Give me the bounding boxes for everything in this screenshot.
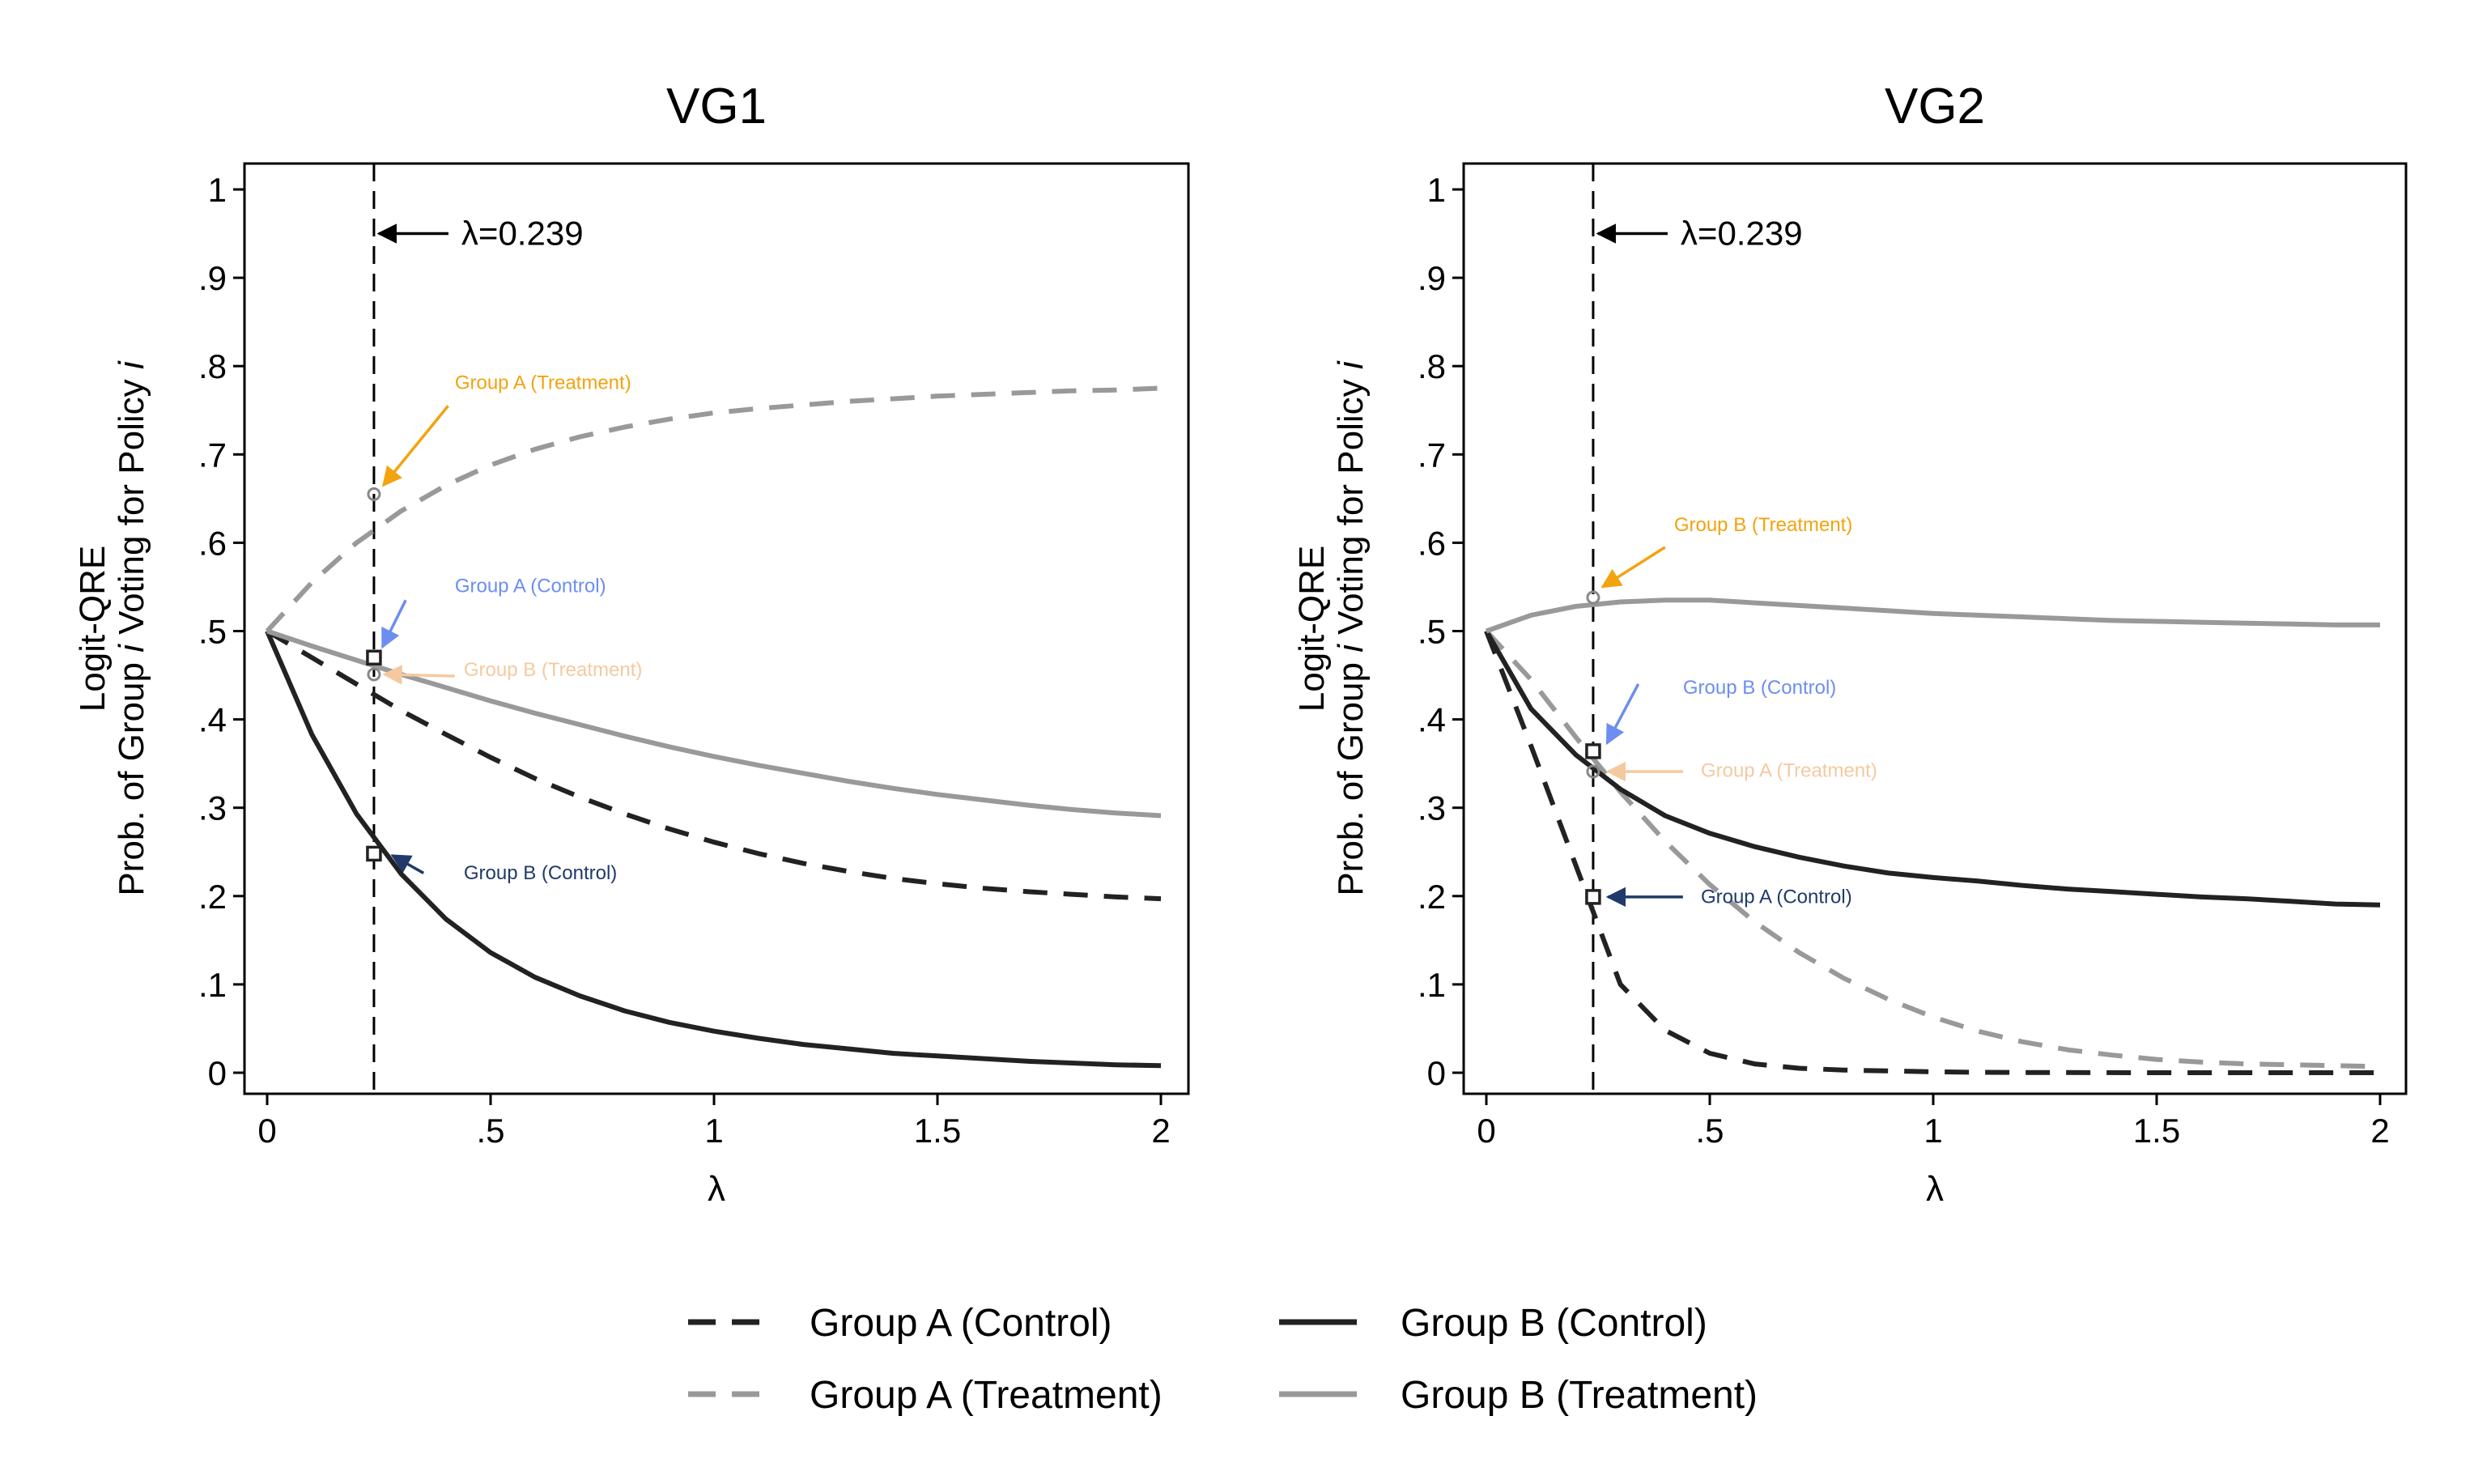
panel-vg1-ytick-label: .9 — [198, 259, 227, 297]
panel-vg1-y-axis-label-line1: Logit-QRE — [73, 546, 113, 712]
panel-vg1-series-group-b-control — [265, 630, 1162, 1069]
panel-vg2-ytick-label: 0 — [1427, 1054, 1446, 1092]
panel-vg2-annotation-group-b-treatment: Group B (Treatment) — [1674, 514, 1853, 536]
panel-vg1-annotation-group-a-control: Group A (Control) — [455, 575, 606, 597]
panel-vg2: VG2 0 .1 .2 .3 .4 .5 .6 .7 .8 .9 1 0 .5 1 1.5 2 λ Logit-QR… — [1292, 79, 2408, 1209]
panel-vg1-y-axis-label-part: i — [112, 644, 151, 653]
panel-vg1-marker-group-a-treatment — [367, 487, 381, 501]
panel-vg2-series-group-b-control — [1484, 630, 2381, 908]
panel-vg2-xtick-label: 1.5 — [2133, 1112, 2180, 1150]
legend-label-group-b-treatment: Group B (Treatment) — [1401, 1374, 1758, 1417]
legend: Group A (Control) Group B (Control) Group … — [688, 1302, 1758, 1417]
panel-vg2-lambda-label: λ=0.239 — [1681, 215, 1803, 253]
panel-vg1-annotation-arrow-group-a-control — [380, 599, 407, 649]
panel-vg2-y-axis-label-part: i — [1331, 360, 1371, 369]
panel-vg2-ytick-label: .2 — [1418, 878, 1446, 916]
panel-vg2-series-group-a-control — [1484, 630, 2380, 1075]
panel-vg2-y-axis-label-line2: Prob. of Group i Voting for Policy i — [1331, 360, 1371, 896]
panel-vg2-title: VG2 — [1885, 79, 1985, 134]
panel-vg2-annotation-group-b-control: Group B (Control) — [1683, 677, 1836, 699]
panel-vg1-ytick-label: .6 — [198, 524, 227, 562]
panel-vg1-ytick-label: .4 — [198, 701, 227, 739]
panel-vg2-marker-group-a-control — [1585, 889, 1601, 905]
panel-vg1-xtick-label: 0 — [257, 1112, 276, 1150]
panel-vg1: VG1 0 .1 .2 .3 .4 .5 .6 .7 .8 .9 1 0 .5 1 1.5 2 λ Logit-QR… — [73, 79, 1190, 1209]
panel-vg1-ytick-label: .5 — [198, 613, 227, 651]
panel-vg1-marker-group-b-treatment — [367, 667, 381, 682]
panel-vg2-annotation-group-a-treatment: Group A (Treatment) — [1701, 760, 1877, 782]
panel-vg1-ytick-label: 1 — [208, 171, 227, 209]
panel-vg2-ytick-label: .6 — [1418, 524, 1446, 562]
panel-vg1-annotation-arrow-group-b-treatment — [382, 665, 455, 685]
panel-vg1-plot-frame — [243, 162, 1190, 1095]
panel-vg1-annotation-group-b-treatment: Group B (Treatment) — [464, 659, 643, 681]
legend-label-group-a-treatment: Group A (Treatment) — [810, 1374, 1163, 1417]
panel-vg1-y-axis-label-part: Prob. of Group — [112, 653, 151, 896]
panel-vg1-xtick-label: 1 — [704, 1112, 723, 1150]
panel-vg2-ytick-label: .5 — [1418, 613, 1446, 651]
panel-vg2-ytick-label: .3 — [1418, 789, 1446, 827]
panel-vg1-annotation-arrow-group-b-control — [390, 854, 425, 874]
panel-vg2-ytick-label: .1 — [1418, 966, 1446, 1004]
panel-vg2-y-axis-label-part: Prob. of Group — [1331, 653, 1371, 896]
panel-vg2-ytick-label: .4 — [1418, 701, 1446, 739]
legend-item-group-b-control: Group B (Control) — [1279, 1302, 1707, 1345]
legend-label-group-b-control: Group B (Control) — [1401, 1302, 1707, 1345]
panel-vg1-marker-group-a-control — [366, 649, 382, 665]
panel-vg2-ytick-label: .7 — [1418, 436, 1446, 474]
legend-label-group-a-control: Group A (Control) — [810, 1302, 1112, 1345]
panel-vg1-series-group-a-treatment — [265, 385, 1162, 633]
panel-vg2-annotation-arrow-group-b-treatment — [1600, 546, 1666, 589]
panel-vg2-xtick-label: .5 — [1695, 1112, 1724, 1150]
panel-vg2-plot-frame — [1462, 162, 2408, 1095]
panel-vg2-xtick-label: 1 — [1924, 1112, 1942, 1150]
panel-vg2-annotation-group-a-control: Group A (Control) — [1701, 887, 1852, 908]
panel-vg1-annotation-arrow-group-a-treatment — [381, 405, 449, 487]
panel-vg1-y-axis-label-line2: Prob. of Group i Voting for Policy i — [112, 360, 151, 896]
panel-vg2-series-group-b-treatment — [1485, 597, 2380, 634]
panel-vg1-x-axis-label: λ — [708, 1169, 725, 1209]
panel-vg2-y-axis-label-part: i — [1331, 644, 1371, 653]
panel-vg1-series-group-b-treatment — [266, 628, 1162, 819]
legend-item-group-a-treatment: Group A (Treatment) — [688, 1374, 1163, 1417]
panel-vg1-ytick-label: .1 — [198, 966, 227, 1004]
panel-vg1-ytick-label: 0 — [208, 1054, 227, 1092]
panel-vg1-ytick-label: .2 — [198, 878, 227, 916]
panel-vg2-marker-group-b-treatment — [1586, 590, 1600, 605]
panel-vg1-ytick-label: .3 — [198, 789, 227, 827]
legend-item-group-b-treatment: Group B (Treatment) — [1279, 1374, 1758, 1417]
panel-vg1-annotation-group-a-treatment: Group A (Treatment) — [455, 372, 631, 394]
panel-vg2-ytick-label: .9 — [1418, 259, 1446, 297]
panel-vg2-x-axis-label: λ — [1926, 1169, 1944, 1209]
panel-vg1-y-axis-label-part: Voting for Policy — [112, 369, 151, 644]
panel-vg1-series-group-a-control — [266, 628, 1162, 902]
panel-vg2-annotation-arrow-group-b-control — [1605, 683, 1640, 746]
panel-vg2-series-group-a-treatment — [1484, 629, 2381, 1069]
panel-vg2-ytick-label: 1 — [1427, 171, 1446, 209]
panel-vg1-lambda-label: λ=0.239 — [461, 215, 584, 253]
panel-vg1-y-axis-label-part: i — [112, 360, 151, 369]
panel-vg2-y-axis-label-line1: Logit-QRE — [1292, 546, 1332, 712]
panel-vg1-ytick-label: .7 — [198, 436, 227, 474]
panel-vg2-y-axis-label-part: Voting for Policy — [1331, 369, 1371, 644]
legend-item-group-a-control: Group A (Control) — [688, 1302, 1112, 1345]
panel-vg2-marker-group-a-treatment — [1586, 764, 1600, 779]
panel-vg1-xtick-label: 1.5 — [914, 1112, 961, 1150]
panel-vg1-xtick-label: .5 — [476, 1112, 504, 1150]
panel-vg1-ytick-label: .8 — [198, 347, 227, 385]
panel-vg2-xtick-label: 2 — [2370, 1112, 2389, 1150]
panel-vg2-xtick-label: 0 — [1477, 1112, 1495, 1150]
panel-vg1-xtick-label: 2 — [1151, 1112, 1170, 1150]
panel-vg1-marker-group-b-control — [366, 845, 382, 862]
panel-vg1-title: VG1 — [666, 79, 767, 134]
panel-vg2-ytick-label: .8 — [1418, 347, 1446, 385]
panel-vg1-annotation-group-b-control: Group B (Control) — [464, 862, 617, 884]
panel-vg2-marker-group-b-control — [1585, 743, 1601, 759]
